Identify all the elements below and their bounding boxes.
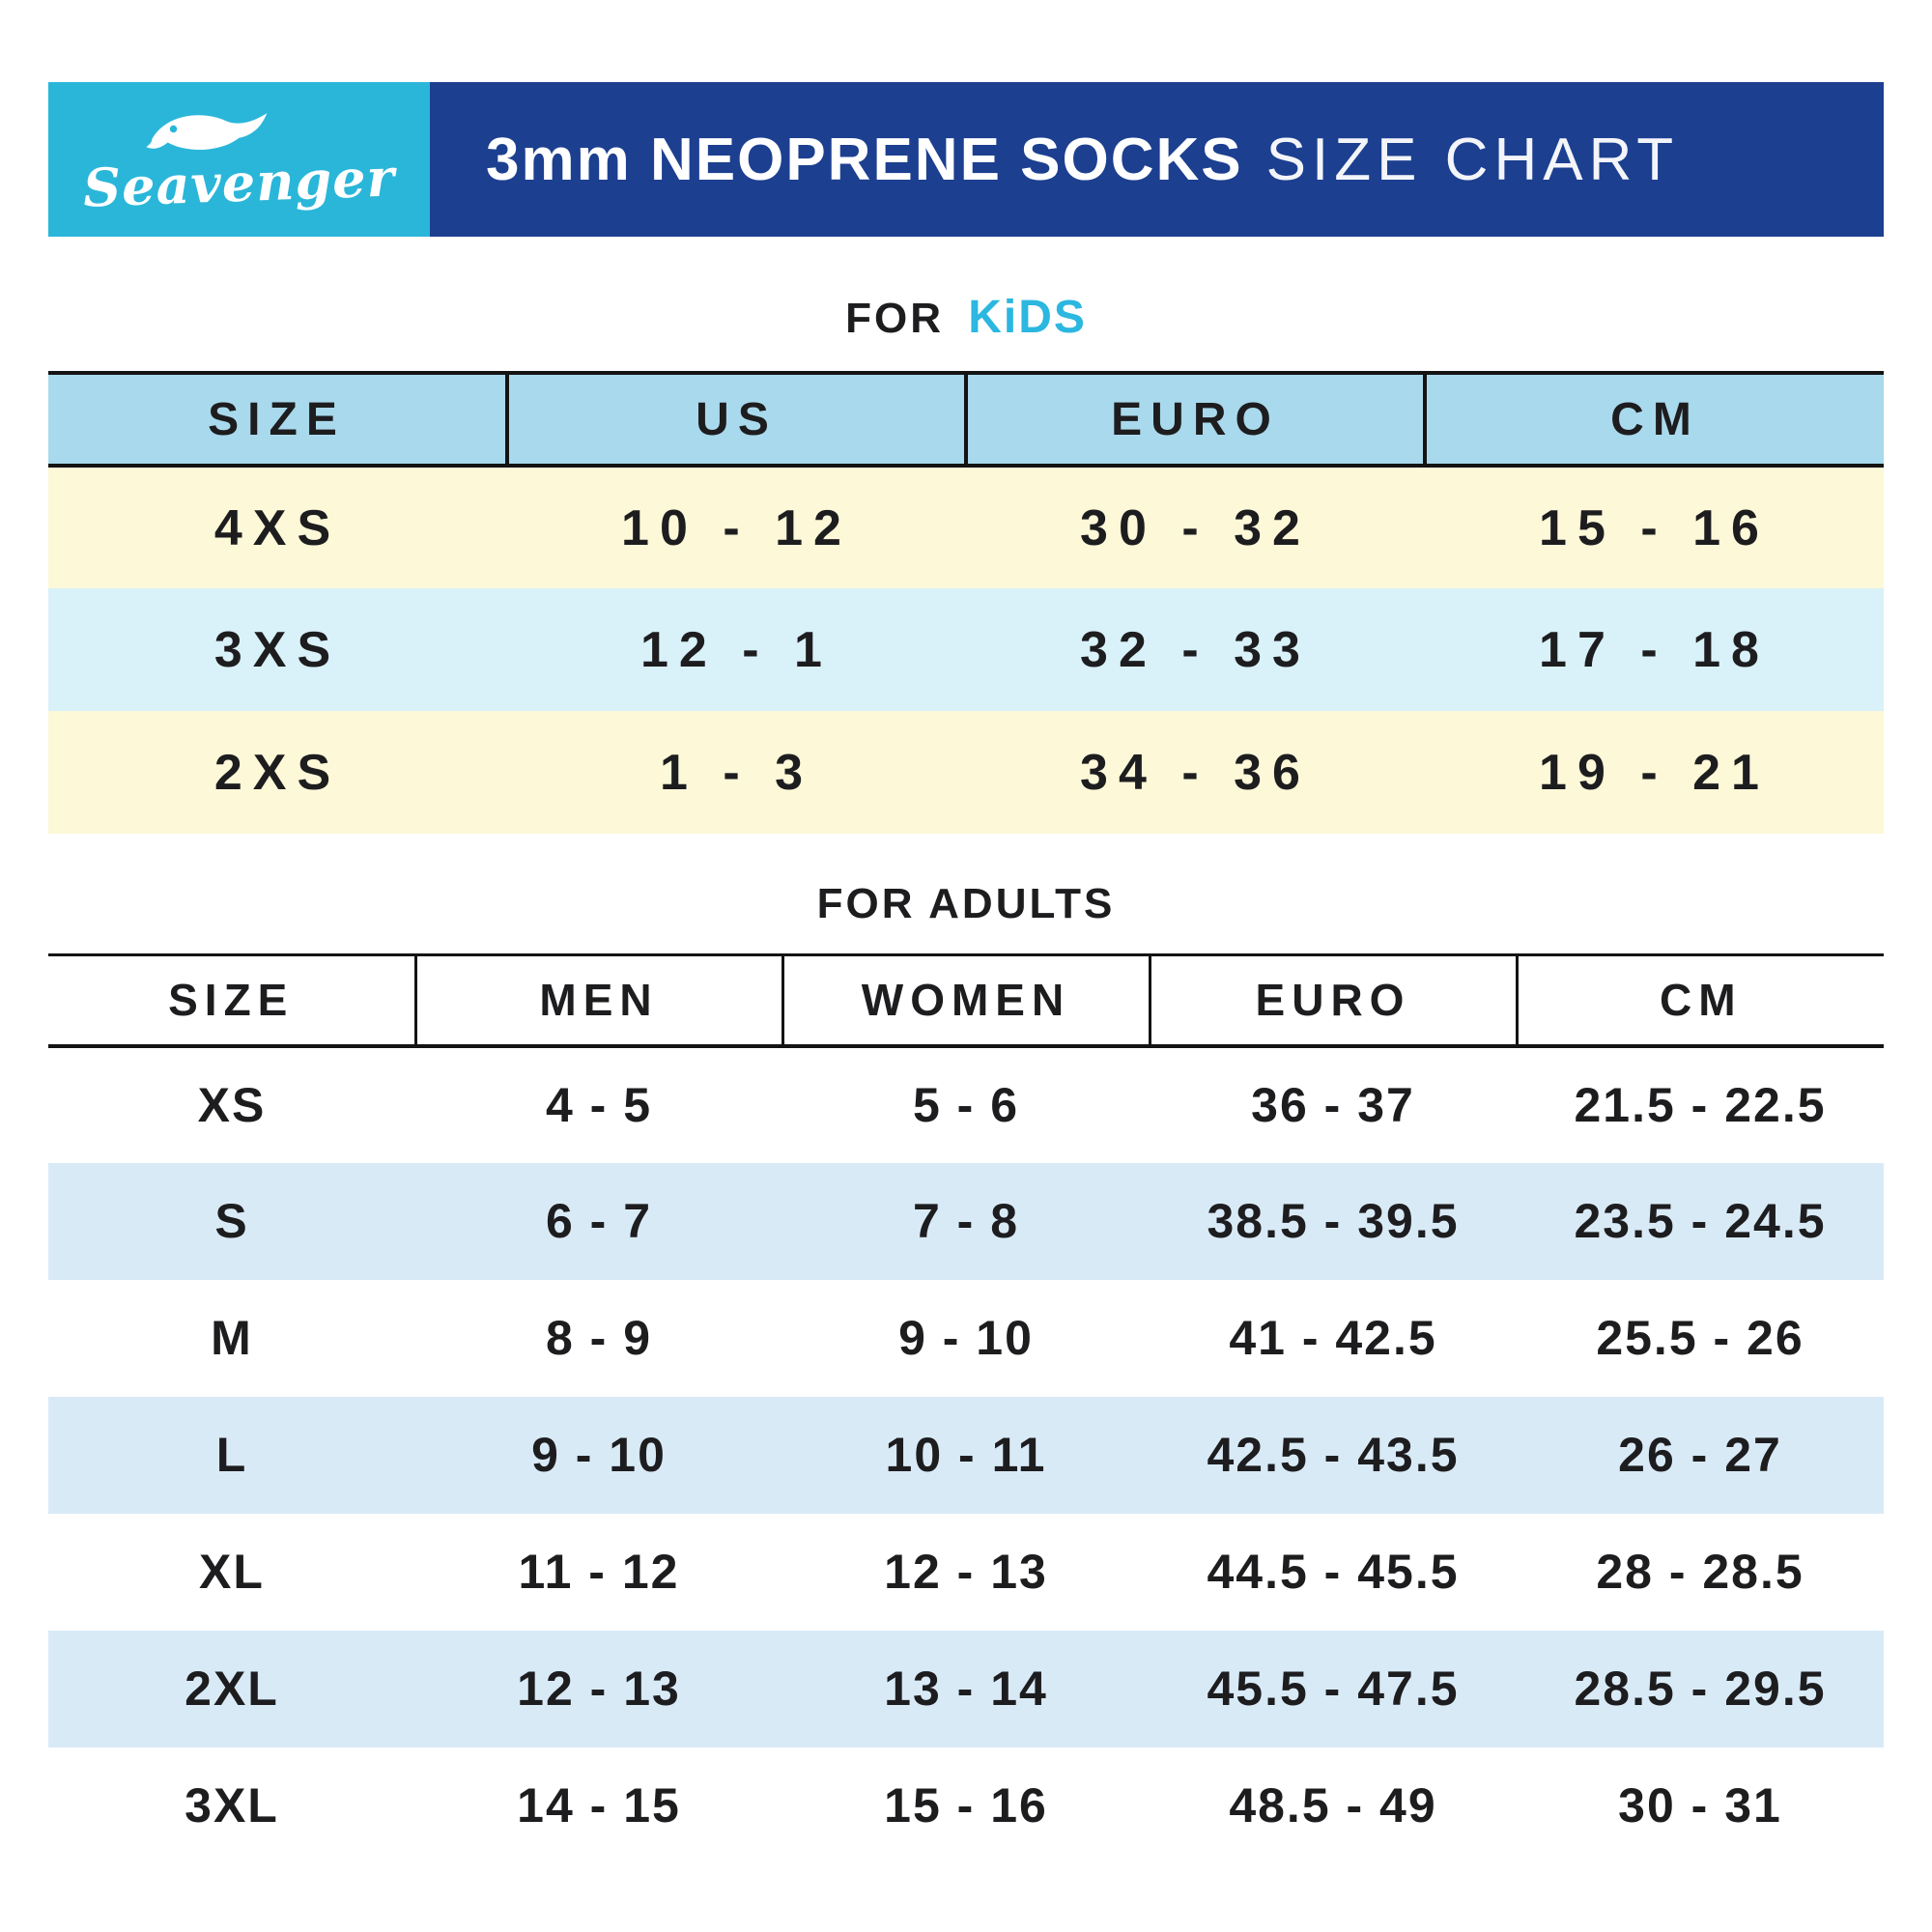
- column-header: EURO: [964, 371, 1425, 468]
- table-cell: 8 - 9: [545, 1311, 653, 1365]
- table-cell: 4XS: [213, 499, 342, 556]
- kids-heading-prefix: FOR: [845, 295, 944, 342]
- table-cell: 12 - 13: [884, 1545, 1048, 1599]
- table-cell: 42.5 - 43.5: [1207, 1428, 1460, 1482]
- table-cell: 2XS: [213, 744, 342, 801]
- table-cell: 13 - 14: [884, 1662, 1048, 1716]
- table-cell: 44.5 - 45.5: [1207, 1545, 1460, 1599]
- table-cell: XL: [199, 1545, 265, 1599]
- table-cell: S: [214, 1194, 249, 1248]
- table-row: L 9 - 10 10 - 11 42.5 - 43.5 26 - 27: [48, 1396, 1884, 1514]
- table-row: 2XS 1 - 3 34 - 36 19 - 21: [48, 711, 1884, 834]
- table-cell: 45.5 - 47.5: [1207, 1662, 1460, 1716]
- table-row: XL 11 - 12 12 - 13 44.5 - 45.5 28 - 28.5: [48, 1513, 1884, 1631]
- kids-size-table: SIZE US EURO CM 4XS 10 - 12 30 - 32 15 - 16 3XS 1…: [48, 371, 1884, 834]
- table-cell: 15 - 16: [884, 1778, 1048, 1833]
- table-cell: 7 - 8: [912, 1194, 1020, 1248]
- adults-heading-label: FOR ADULTS: [816, 880, 1116, 927]
- column-header: CM: [1423, 371, 1884, 468]
- table-cell: 4 - 5: [545, 1078, 653, 1132]
- adults-heading: FOR ADULTS: [48, 880, 1884, 928]
- table-cell: 28 - 28.5: [1596, 1545, 1804, 1599]
- column-header: SIZE: [48, 371, 507, 468]
- title-main: 3mm NEOPRENE SOCKS: [486, 126, 1243, 193]
- table-row: 3XL 14 - 15 15 - 16 48.5 - 49 30 - 31: [48, 1747, 1884, 1864]
- table-row: 4XS 10 - 12 30 - 32 15 - 16: [48, 466, 1884, 588]
- table-cell: 30 - 32: [1080, 499, 1311, 556]
- table-cell: 30 - 31: [1618, 1778, 1782, 1833]
- title-sub: SIZE CHART: [1265, 126, 1680, 193]
- table-cell: 14 - 15: [517, 1778, 681, 1833]
- table-cell: 19 - 21: [1539, 744, 1770, 801]
- column-header: WOMEN: [781, 953, 1150, 1048]
- kids-heading-accent: KiDS: [968, 292, 1087, 343]
- table-cell: 12 - 1: [640, 621, 833, 678]
- table-cell: L: [215, 1428, 248, 1482]
- brand-name: Seavenger: [82, 146, 396, 219]
- table-cell: 26 - 27: [1618, 1428, 1782, 1482]
- table-row: 3XS 12 - 1 32 - 33 17 - 18: [48, 588, 1884, 711]
- table-cell: 17 - 18: [1539, 621, 1770, 678]
- table-cell: 32 - 33: [1080, 621, 1311, 678]
- column-header: CM: [1515, 953, 1884, 1048]
- table-cell: 9 - 10: [898, 1311, 1034, 1365]
- table-cell: 34 - 36: [1080, 744, 1311, 801]
- table-cell: 11 - 12: [518, 1545, 680, 1599]
- table-cell: 5 - 6: [912, 1078, 1020, 1132]
- table-row: S 6 - 7 7 - 8 38.5 - 39.5 23.5 - 24.5: [48, 1162, 1884, 1280]
- table-cell: 2XL: [185, 1662, 279, 1716]
- table-row: M 8 - 9 9 - 10 41 - 42.5 25.5 - 26: [48, 1279, 1884, 1397]
- table-cell: 1 - 3: [659, 744, 814, 801]
- table-cell: 6 - 7: [545, 1194, 653, 1248]
- table-cell: 38.5 - 39.5: [1207, 1194, 1460, 1248]
- table-row: 2XL 12 - 13 13 - 14 45.5 - 47.5 28.5 - 29.5: [48, 1630, 1884, 1747]
- brand-logo: Seavenger: [48, 82, 430, 237]
- title-bar: 3mm NEOPRENE SOCKS SIZE CHART: [430, 82, 1884, 237]
- table-cell: M: [211, 1311, 253, 1365]
- table-header-row: SIZE US EURO CM: [48, 371, 1884, 468]
- table-cell: 10 - 11: [885, 1428, 1047, 1482]
- kids-heading: FOR KiDS: [48, 291, 1884, 344]
- fish-icon: [146, 113, 267, 150]
- table-header-row: SIZE MEN WOMEN EURO CM: [48, 953, 1884, 1048]
- column-header: MEN: [413, 953, 782, 1048]
- adults-size-table: SIZE MEN WOMEN EURO CM XS 4 - 5 5 - 6 36 - 37 21.…: [48, 953, 1884, 1864]
- column-header: EURO: [1148, 953, 1517, 1048]
- table-cell: 9 - 10: [531, 1428, 667, 1482]
- table-cell: 10 - 12: [621, 499, 852, 556]
- table-cell: 12 - 13: [517, 1662, 681, 1716]
- table-cell: XS: [197, 1078, 267, 1132]
- column-header: SIZE: [48, 953, 415, 1048]
- table-cell: 41 - 42.5: [1229, 1311, 1437, 1365]
- table-cell: 48.5 - 49: [1229, 1778, 1437, 1833]
- table-cell: 25.5 - 26: [1596, 1311, 1804, 1365]
- column-header: US: [505, 371, 966, 468]
- table-cell: 3XL: [185, 1778, 279, 1833]
- table-cell: 3XS: [213, 621, 342, 678]
- table-cell: 15 - 16: [1539, 499, 1770, 556]
- table-cell: 23.5 - 24.5: [1574, 1194, 1827, 1248]
- table-cell: 36 - 37: [1251, 1078, 1415, 1132]
- header: Seavenger 3mm NEOPRENE SOCKS SIZE CHART: [48, 82, 1884, 237]
- table-cell: 28.5 - 29.5: [1574, 1662, 1827, 1716]
- table-cell: 21.5 - 22.5: [1574, 1078, 1827, 1132]
- table-row: XS 4 - 5 5 - 6 36 - 37 21.5 - 22.5: [48, 1045, 1884, 1163]
